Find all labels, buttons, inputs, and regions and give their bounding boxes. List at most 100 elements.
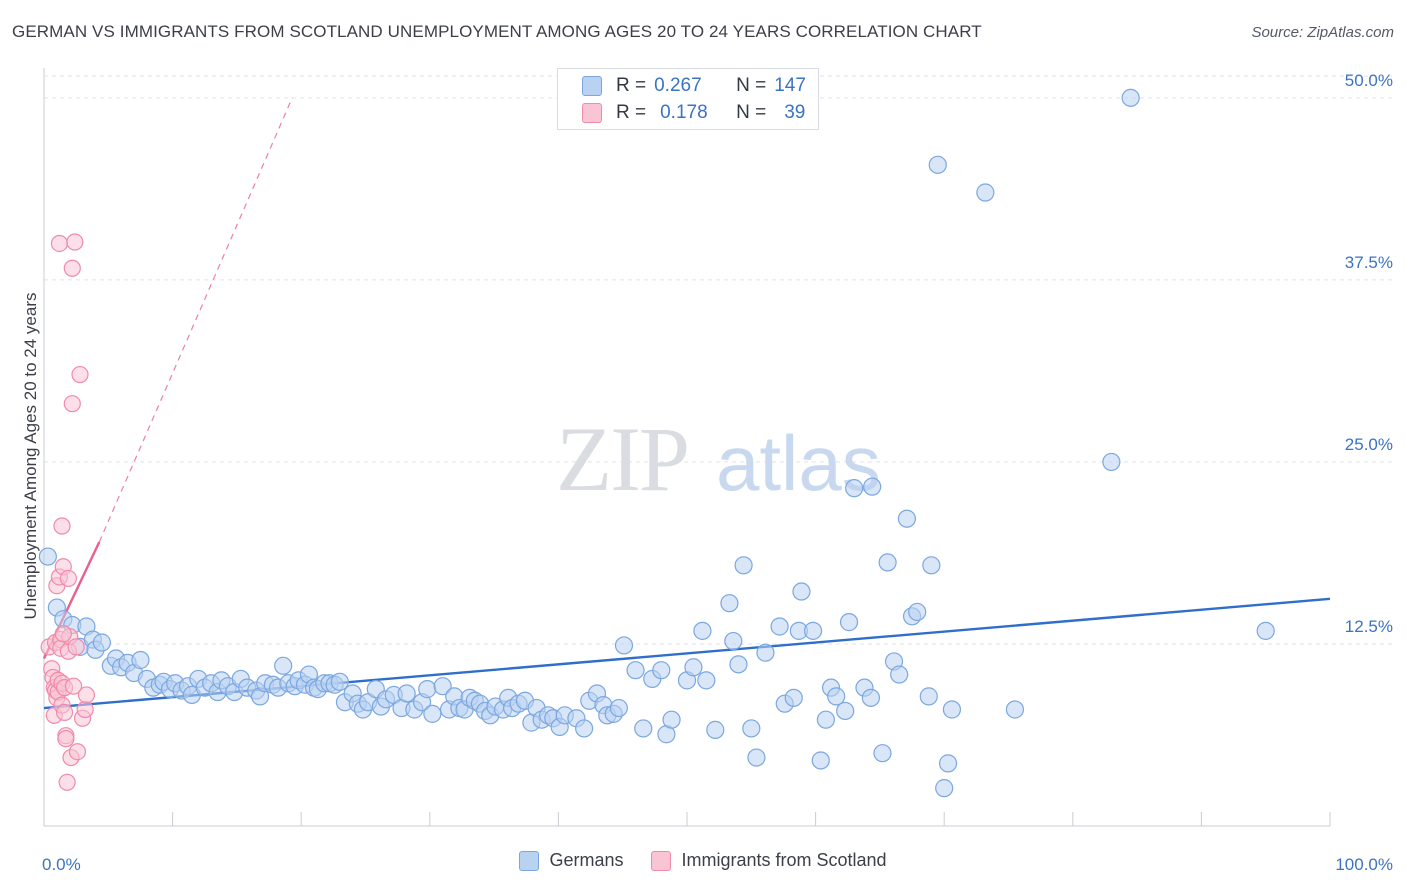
german-point	[614, 636, 634, 655]
scotland-point	[67, 638, 85, 656]
legend-row-scotland: R = 0.178 N = 39	[582, 101, 805, 125]
scotland-trend-extension	[98, 97, 293, 543]
scotland-point	[63, 395, 81, 413]
legend-swatch-germans	[582, 76, 602, 96]
legend-r-value: 0.178	[660, 102, 708, 123]
german-point	[423, 704, 442, 723]
y-tick-label: 12.5%	[1345, 617, 1393, 636]
german-point	[784, 688, 803, 707]
german-point	[609, 698, 628, 718]
german-point	[861, 688, 880, 707]
german-point	[839, 613, 859, 632]
grid-layer	[44, 75, 1394, 645]
legend-n-label: N =	[736, 102, 767, 123]
legend-swatch-scotland	[582, 103, 602, 123]
german-point	[845, 479, 864, 498]
scotland-point	[54, 625, 72, 643]
german-point	[92, 633, 111, 652]
legend-r-value: 0.267	[654, 75, 702, 96]
trend-layer	[42, 97, 1331, 710]
german-point	[878, 553, 897, 572]
german-point	[942, 700, 962, 719]
german-point	[908, 602, 927, 622]
legend-n-label: N =	[736, 75, 767, 96]
legend-swatch-germans	[519, 850, 540, 871]
y-tick-label: 25.0%	[1345, 435, 1393, 454]
german-point	[811, 751, 830, 770]
german-point	[1256, 621, 1275, 640]
german-point	[873, 744, 892, 763]
scotland-point	[76, 700, 94, 719]
german-point	[693, 621, 712, 640]
german-point	[684, 658, 703, 677]
legend-label-scotland: Immigrants from Scotland	[681, 850, 887, 870]
german-point	[897, 509, 917, 528]
german-point	[724, 631, 743, 651]
german-point	[938, 754, 958, 773]
scotland-point	[50, 234, 69, 253]
chart-title: GERMAN VS IMMIGRANTS FROM SCOTLAND UNEMP…	[12, 22, 982, 41]
german-point	[274, 656, 293, 675]
scotland-point	[71, 365, 89, 384]
axis-layer: 12.5% 25.0% 37.5% 50.0% 0.0% 100.0%	[42, 68, 1393, 874]
german-point	[928, 155, 947, 174]
german-point	[803, 621, 823, 640]
german-point	[770, 617, 789, 636]
scotland-point	[68, 743, 87, 761]
german-point	[697, 671, 716, 690]
legend-r-label: R =	[616, 102, 647, 123]
german-point	[330, 672, 349, 691]
legend-swatch-scotland	[651, 850, 672, 871]
german-point	[729, 655, 748, 674]
german-point	[38, 547, 57, 566]
german-point	[418, 680, 437, 699]
legend-row-germans: R = 0.267 N = 147	[582, 74, 806, 98]
legend-n-value: 147	[774, 75, 806, 96]
series-legend: Germans Immigrants from Scotland	[0, 850, 1406, 871]
scotland-point	[59, 569, 78, 588]
german-point	[827, 687, 846, 706]
german-point	[836, 701, 855, 721]
correlation-legend: R = 0.267 N = 147 R = 0.178 N = 39	[557, 68, 819, 130]
german-point	[863, 477, 882, 496]
scotland-point	[64, 677, 83, 695]
legend-r-label: R =	[616, 75, 647, 96]
german-point	[1121, 88, 1140, 107]
german-point	[131, 650, 150, 670]
y-axis-title: Unemployment Among Ages 20 to 24 years	[21, 293, 40, 620]
german-point	[634, 719, 653, 738]
german-point	[976, 183, 995, 202]
german-point	[734, 556, 753, 575]
scotland-point	[77, 686, 96, 704]
german-point	[433, 677, 452, 696]
german-point	[575, 719, 594, 738]
german-point	[792, 582, 811, 601]
scotland-point	[66, 233, 84, 251]
scotland-point	[58, 773, 76, 791]
scotland-point	[53, 517, 71, 535]
german-point	[922, 556, 941, 575]
german-point	[720, 594, 739, 613]
x-tick-label-min: 0.0%	[42, 855, 81, 874]
legend-label-germans: Germans	[549, 850, 624, 870]
x-tick-label-max: 100.0%	[1335, 855, 1393, 874]
german-point	[747, 748, 766, 767]
german-point	[652, 661, 671, 680]
german-point	[662, 710, 681, 729]
points-layer	[38, 88, 1275, 798]
german-point	[706, 720, 725, 739]
german-point	[816, 710, 835, 729]
scotland-point	[57, 730, 75, 748]
scotland-point	[55, 703, 74, 722]
german-point	[626, 661, 645, 680]
svg-text:ZIP: ZIP	[556, 408, 688, 510]
german-point	[756, 643, 775, 662]
y-tick-label: 37.5%	[1345, 253, 1393, 272]
chart-source: Source: ZipAtlas.com	[1251, 24, 1394, 41]
german-point	[919, 687, 938, 706]
german-point	[742, 719, 761, 738]
legend-item-germans: Germans	[519, 850, 623, 871]
watermark: ZIP atlas	[556, 408, 881, 510]
german-point	[1102, 452, 1121, 472]
